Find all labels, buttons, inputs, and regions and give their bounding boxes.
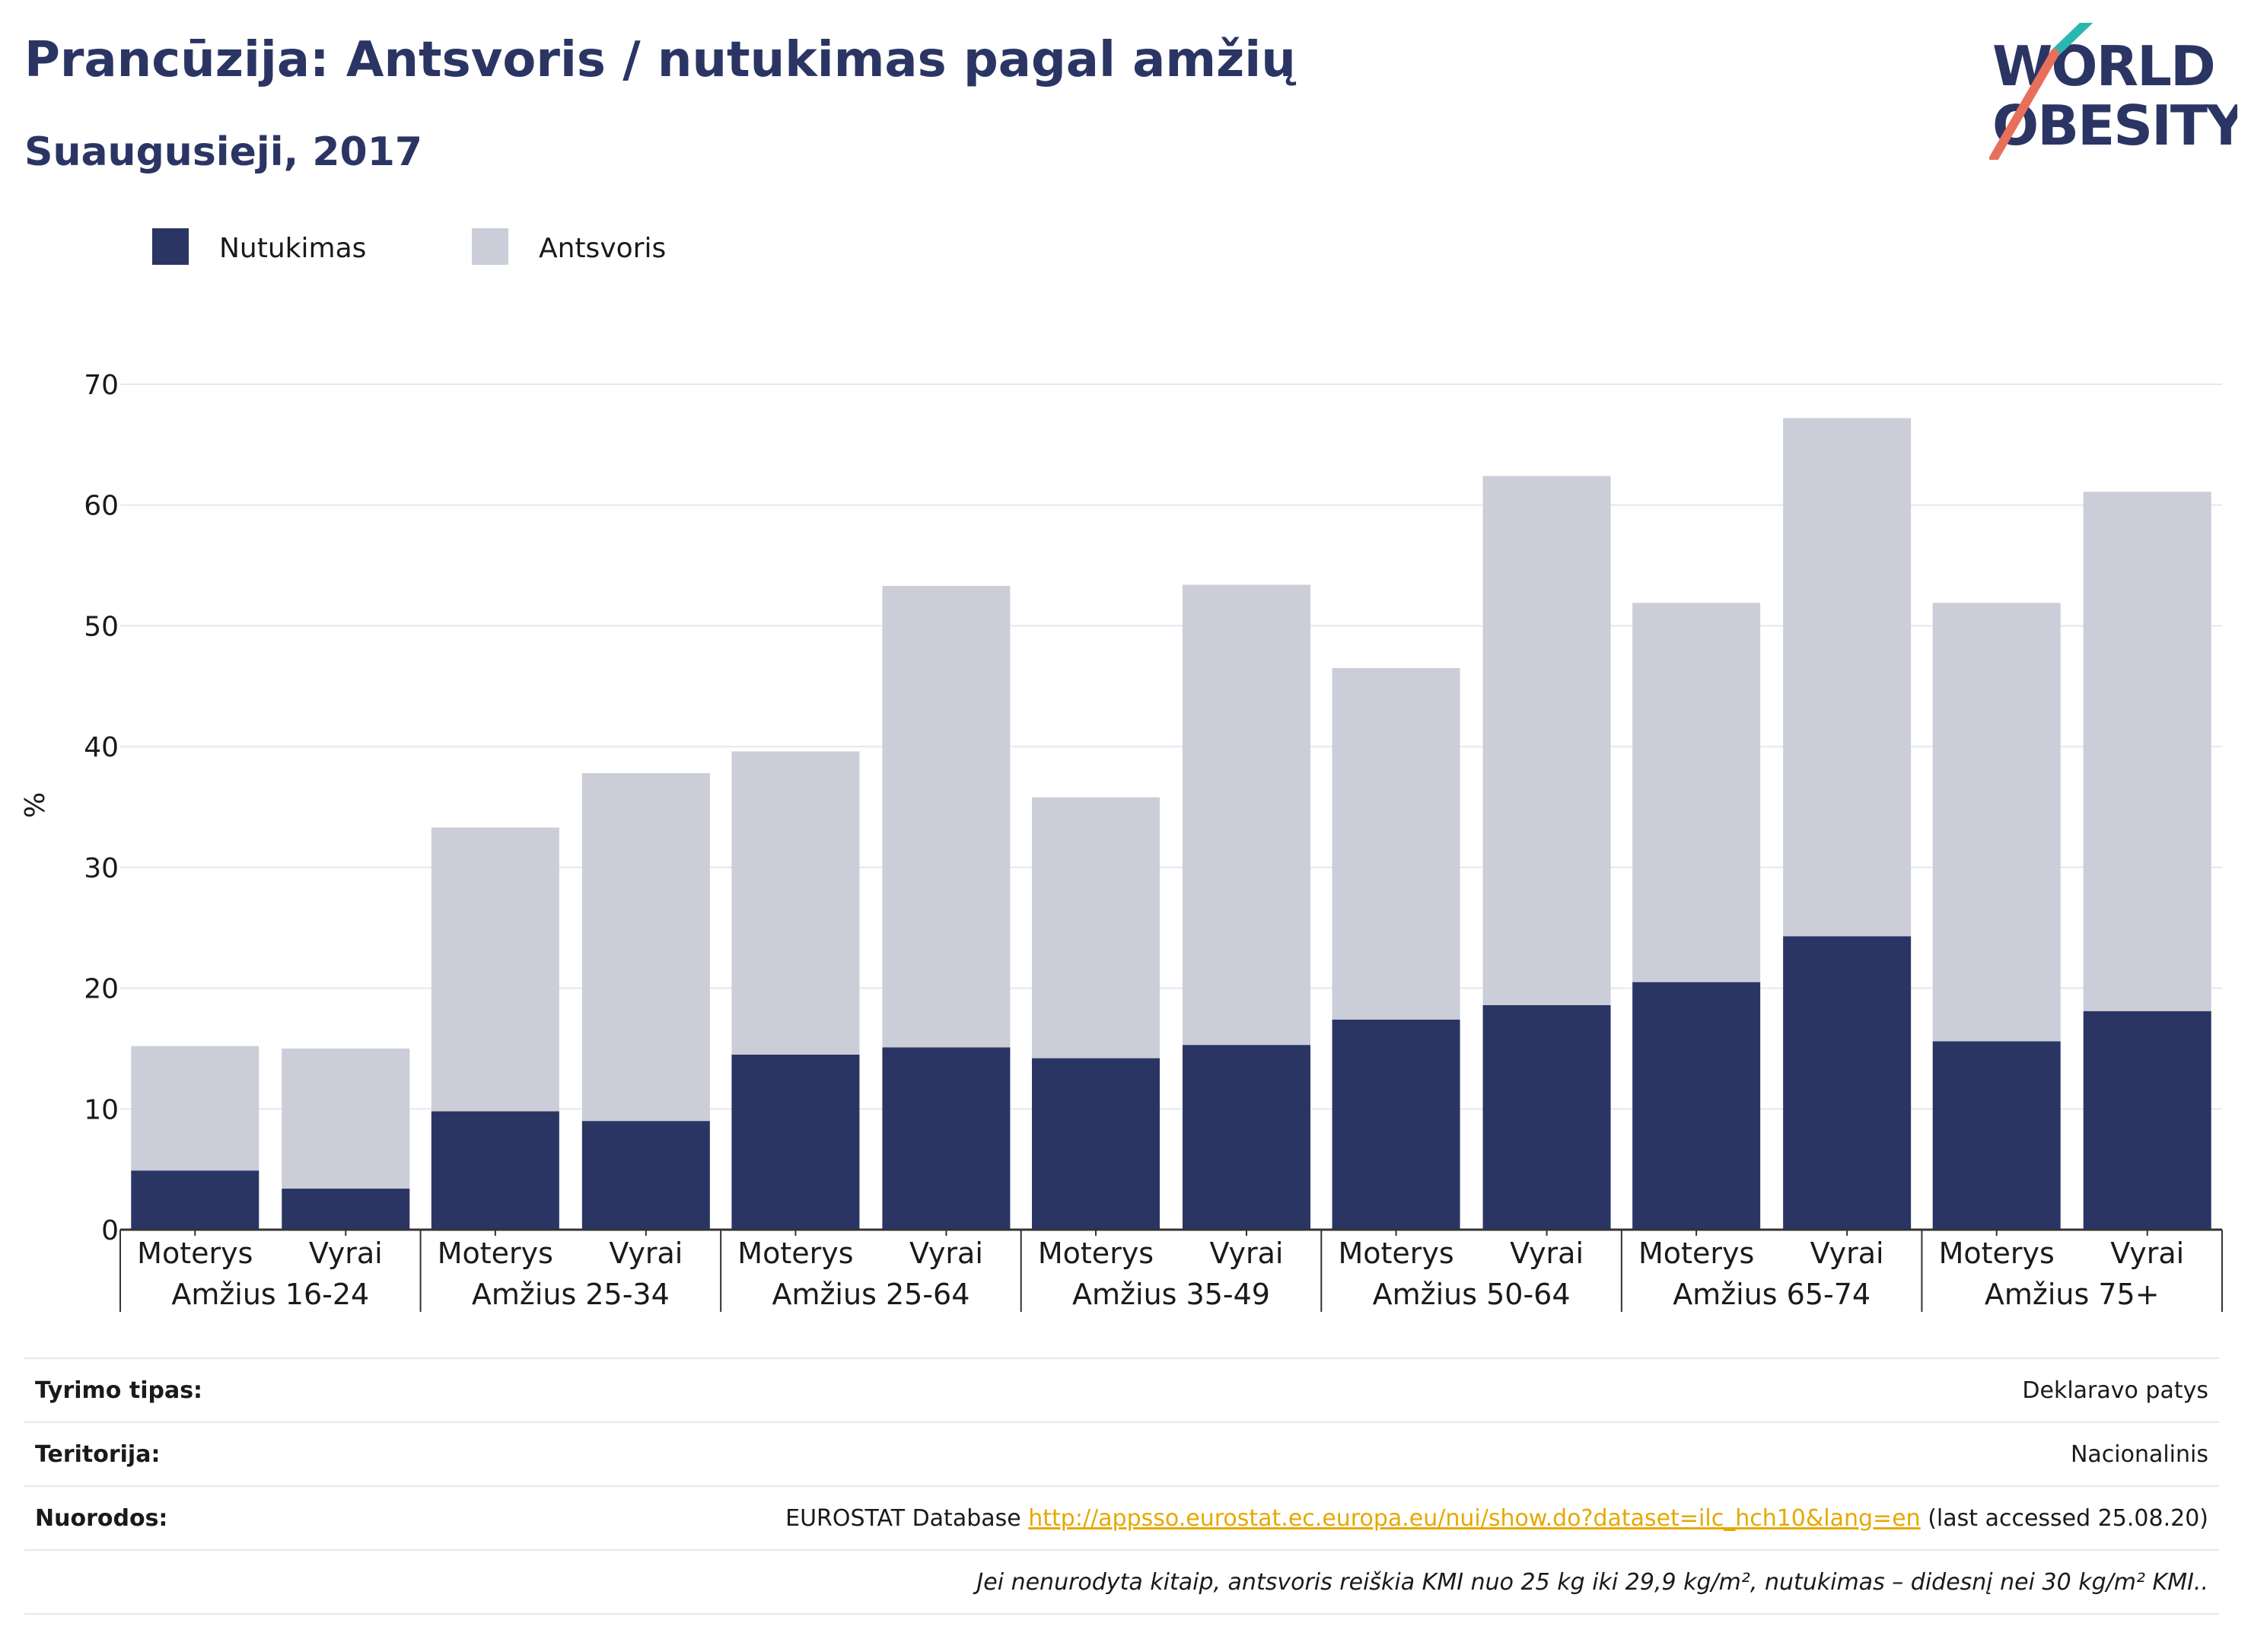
x-group-label: Amžius 50-64 xyxy=(1373,1278,1571,1311)
legend-label-1: Antsvoris xyxy=(539,233,666,264)
x-tick-label-sex: Moterys xyxy=(1638,1237,1754,1270)
bar-obesity xyxy=(581,1121,710,1230)
y-axis: 0 10 20 30 40 50 60 70% xyxy=(20,370,119,1246)
bar-overweight xyxy=(1332,667,1460,1020)
x-group-label: Amžius 25-34 xyxy=(472,1278,670,1311)
bars xyxy=(131,418,2211,1230)
bar-obesity xyxy=(1632,982,1761,1230)
x-tick-label-sex: Vyrai xyxy=(1510,1237,1584,1270)
survey-type-value: Deklaravo patys xyxy=(2022,1377,2208,1404)
legend-swatch-0 xyxy=(152,228,189,265)
bar-obesity xyxy=(282,1189,410,1230)
logo-line1: WORLD xyxy=(1992,34,2214,98)
bar-overweight xyxy=(2083,492,2211,1011)
x-tick-label-sex: Vyrai xyxy=(909,1237,983,1270)
x-tick-label-sex: Moterys xyxy=(737,1237,853,1270)
bar-overweight xyxy=(1032,797,1160,1058)
logo-line2: OBESITY xyxy=(1992,94,2237,158)
x-tick-label-sex: Moterys xyxy=(1338,1237,1453,1270)
x-group-label: Amžius 75+ xyxy=(1985,1278,2160,1311)
chart-title: Prancūzija: Antsvoris / nutukimas pagal … xyxy=(24,32,1296,88)
y-tick-label: 30 xyxy=(84,853,119,884)
bar-overweight xyxy=(282,1048,410,1189)
references-link[interactable]: http://appsso.eurostat.ec.europa.eu/nui/… xyxy=(1028,1504,1921,1532)
x-group-label: Amžius 25-64 xyxy=(772,1278,969,1311)
references-suffix: (last accessed 25.08.20) xyxy=(1928,1504,2208,1532)
x-group-label: Amžius 16-24 xyxy=(171,1278,369,1311)
territory-row: Teritorija: Nacionalinis xyxy=(24,1421,2219,1485)
references-label: Nuorodos: xyxy=(35,1504,168,1532)
x-tick-label-sex: Vyrai xyxy=(2110,1237,2184,1270)
bar-overweight xyxy=(1632,603,1761,982)
x-group-label: Amžius 35-49 xyxy=(1072,1278,1270,1311)
territory-value: Nacionalinis xyxy=(2070,1440,2208,1468)
bar-overweight xyxy=(1183,584,1310,1046)
logo-slash-teal xyxy=(2050,23,2093,58)
legend: Nutukimas Antsvoris xyxy=(152,228,666,265)
references-row: Nuorodos: EUROSTAT Database http://appss… xyxy=(24,1485,2219,1549)
bar-overweight xyxy=(882,586,1011,1048)
stacked-bar-chart: Nutukimas Antsvoris 0 10 20 30 40 50 60 70% Mote… xyxy=(20,228,2223,1312)
x-tick-label-sex: Vyrai xyxy=(1810,1237,1884,1270)
x-tick-label-sex: Vyrai xyxy=(309,1237,383,1270)
x-group-label: Amžius 65-74 xyxy=(1673,1278,1871,1311)
bar-obesity xyxy=(431,1111,559,1230)
bar-obesity xyxy=(1032,1058,1160,1230)
note-row: Jei nenurodyta kitaip, antsvoris reiškia… xyxy=(24,1549,2219,1615)
y-tick-label: 60 xyxy=(84,491,119,522)
x-tick-label-sex: Vyrai xyxy=(609,1237,683,1270)
info-table: Tyrimo tipas: Deklaravo patys Teritorija… xyxy=(24,1358,2219,1615)
territory-label: Teritorija: xyxy=(35,1440,161,1468)
logo-slash-coral xyxy=(1989,49,2059,160)
bar-overweight xyxy=(431,827,559,1112)
survey-type-row: Tyrimo tipas: Deklaravo patys xyxy=(24,1358,2219,1421)
y-tick-label: 0 xyxy=(101,1215,119,1246)
x-tick-label-sex: Moterys xyxy=(438,1237,553,1270)
references-prefix: EUROSTAT Database xyxy=(785,1504,1021,1532)
survey-type-label: Tyrimo tipas: xyxy=(35,1377,203,1404)
x-tick-label-sex: Vyrai xyxy=(1210,1237,1284,1270)
y-tick-label: 70 xyxy=(84,370,119,401)
world-obesity-logo: WORLD OBESITY xyxy=(1989,23,2237,160)
y-tick-label: 40 xyxy=(84,732,119,763)
definition-note: Jei nenurodyta kitaip, antsvoris reiškia… xyxy=(976,1568,2208,1596)
bar-obesity xyxy=(882,1047,1011,1230)
bar-overweight xyxy=(1783,418,1912,937)
bar-obesity xyxy=(1482,1004,1611,1230)
bar-obesity xyxy=(1932,1041,2061,1230)
legend-label-0: Nutukimas xyxy=(219,233,366,264)
bar-obesity xyxy=(131,1170,259,1230)
x-tick-label-sex: Moterys xyxy=(137,1237,253,1270)
bar-obesity xyxy=(731,1054,860,1230)
bar-overweight xyxy=(581,773,710,1122)
bar-obesity xyxy=(1183,1045,1310,1230)
y-tick-label: 50 xyxy=(84,611,119,642)
x-axis: Moterys Vyrai Amžius 16-24 Moterys Vyrai Amži… xyxy=(119,1228,2223,1312)
bar-obesity xyxy=(1332,1019,1460,1230)
bar-obesity xyxy=(2083,1011,2211,1230)
y-axis-label: % xyxy=(20,792,51,818)
chart-subtitle: Suaugusieji, 2017 xyxy=(24,129,423,175)
x-tick-label-sex: Moterys xyxy=(1939,1237,2055,1270)
y-tick-label: 10 xyxy=(84,1094,119,1125)
y-tick-label: 20 xyxy=(84,974,119,1005)
bar-overweight xyxy=(1932,603,2061,1042)
bar-overweight xyxy=(731,751,860,1055)
x-tick-label-sex: Moterys xyxy=(1038,1237,1154,1270)
bar-overweight xyxy=(1482,476,1611,1005)
references-value: EUROSTAT Database http://appsso.eurostat… xyxy=(785,1505,2219,1532)
bar-overweight xyxy=(131,1046,259,1171)
legend-swatch-1 xyxy=(472,228,508,265)
bar-obesity xyxy=(1783,936,1912,1230)
